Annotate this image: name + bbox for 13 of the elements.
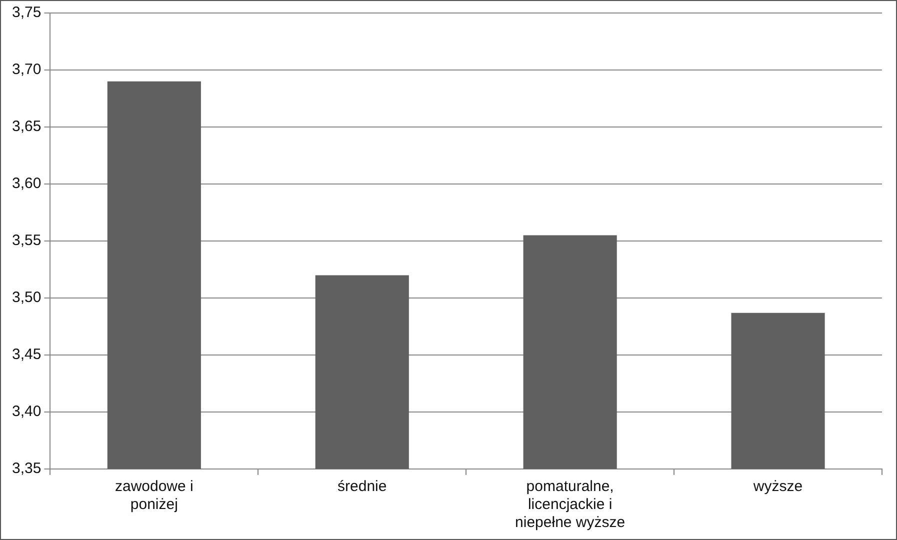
y-tick-label: 3,75 [12, 4, 42, 22]
x-tick-label: zawodowe i poniżej [114, 478, 194, 514]
x-tick-label: średnie [338, 478, 387, 496]
y-tick-label: 3,70 [12, 61, 42, 78]
y-tick-label: 3,65 [12, 118, 42, 136]
y-tick-label: 3,50 [12, 289, 42, 306]
y-tick-label: 3,45 [12, 346, 42, 364]
y-tick-label: 3,35 [12, 460, 42, 478]
x-tick-label: wyższe [752, 478, 803, 496]
y-tick-label: 3,55 [12, 232, 42, 250]
x-tick-label: pomaturalne, licencjackie i niepełne wyższe [515, 478, 626, 532]
y-tick-label: 3,40 [12, 403, 42, 420]
y-tick-label: 3,60 [12, 175, 42, 192]
